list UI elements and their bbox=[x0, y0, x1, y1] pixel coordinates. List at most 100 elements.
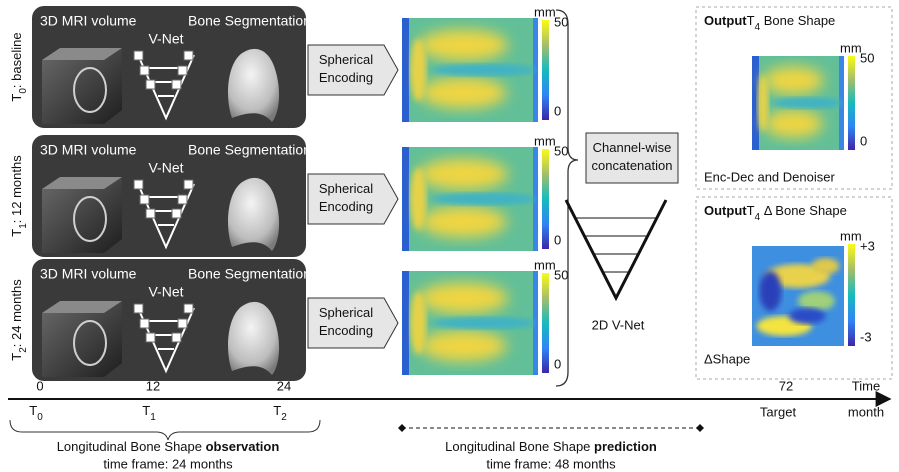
text-part: T bbox=[29, 403, 37, 418]
mri-label: 3D MRI volume bbox=[40, 142, 137, 158]
heatmap-blob bbox=[759, 271, 781, 311]
model-label: 2D V-Net bbox=[592, 317, 645, 332]
mri-label: 3D MRI volume bbox=[40, 266, 137, 282]
output-caption: ΔShape bbox=[704, 351, 750, 366]
text-part: Bone Shape bbox=[760, 13, 835, 28]
vnet-block bbox=[172, 333, 181, 342]
text-part: T bbox=[9, 353, 24, 361]
figure: T0: baseline 3D MRI volume Bone Segmentati… bbox=[0, 0, 899, 472]
vnet-2d bbox=[566, 200, 666, 298]
heatmap-blob bbox=[789, 308, 826, 324]
heatmap-blob bbox=[418, 29, 508, 60]
text-line: Encoding bbox=[319, 70, 373, 85]
heatmap-blob bbox=[420, 77, 507, 108]
colorbar-unit: mm bbox=[840, 228, 862, 243]
colorbar-max: 50 bbox=[554, 143, 568, 158]
text-part: : 12 months bbox=[9, 155, 24, 223]
text-part: T bbox=[9, 94, 24, 102]
colorbar bbox=[542, 149, 549, 249]
heatmap-blob bbox=[420, 206, 507, 237]
diagram: T0: baseline 3D MRI volume Bone Segmentati… bbox=[8, 4, 892, 471]
colorbar bbox=[848, 56, 855, 150]
time-point: Target bbox=[760, 404, 797, 419]
output-caption: Enc-Dec and Denoiser bbox=[704, 169, 835, 184]
heatmap bbox=[402, 147, 538, 251]
text-part: Longitudinal Bone Shape bbox=[445, 439, 594, 454]
text-line: Spherical bbox=[319, 52, 373, 67]
time-point: T2 bbox=[273, 403, 287, 423]
output-title: OutputT4 Bone Shape bbox=[704, 13, 835, 33]
heatmap-blob bbox=[418, 282, 508, 313]
heatmap-blob bbox=[758, 75, 769, 131]
heatmap bbox=[752, 56, 844, 150]
vnet-block bbox=[134, 51, 143, 60]
obs-brace bbox=[10, 420, 320, 440]
vnet-block bbox=[178, 319, 187, 328]
vnet-block bbox=[172, 80, 181, 89]
colorbar-unit: mm bbox=[534, 257, 556, 272]
colorbar-max: +3 bbox=[860, 238, 875, 253]
output-title: OutputT4 Δ Bone Shape bbox=[704, 203, 847, 223]
heatmap-edge bbox=[402, 18, 409, 122]
heatmap bbox=[402, 18, 538, 122]
time-point: T1 bbox=[142, 403, 156, 423]
heatmap-blob bbox=[418, 158, 508, 189]
colorbar-min: 0 bbox=[554, 232, 561, 247]
axis-label: Time bbox=[852, 378, 880, 393]
text-part: observation bbox=[206, 439, 280, 454]
vnet-block bbox=[134, 180, 143, 189]
net-label: V-Net bbox=[148, 31, 183, 47]
text-line: Channel-wise bbox=[593, 140, 672, 155]
heatmap-blob bbox=[410, 292, 426, 354]
heatmap-edge bbox=[402, 271, 409, 375]
time-tick: 0 bbox=[36, 378, 43, 393]
vnet-block bbox=[140, 66, 149, 75]
vnet-block bbox=[178, 66, 187, 75]
time-tick: 12 bbox=[146, 378, 160, 393]
seg-label: Bone Segmentation bbox=[188, 266, 311, 282]
mri-label: 3D MRI volume bbox=[40, 13, 137, 29]
text-part: T bbox=[9, 229, 24, 237]
heatmap bbox=[752, 246, 844, 346]
pred-frame: time frame: 48 months bbox=[486, 456, 616, 471]
colorbar bbox=[848, 244, 855, 346]
seg-label: Bone Segmentation bbox=[188, 13, 311, 29]
text-line: Spherical bbox=[319, 181, 373, 196]
heatmap-edge bbox=[402, 147, 409, 251]
heatmap-band bbox=[432, 317, 535, 329]
vnet-block bbox=[184, 180, 193, 189]
vnet-block bbox=[184, 51, 193, 60]
text-line: Spherical bbox=[319, 305, 373, 320]
heatmap-band bbox=[772, 97, 842, 108]
colorbar-max: 50 bbox=[860, 50, 874, 65]
heatmap-blob bbox=[410, 39, 426, 101]
text-part: T bbox=[142, 403, 150, 418]
text-part: 0 bbox=[37, 412, 43, 423]
vnet-block bbox=[146, 333, 155, 342]
vnet-block bbox=[140, 319, 149, 328]
time-tick: 72 bbox=[779, 378, 793, 393]
text-part: 1 bbox=[150, 412, 156, 423]
heatmap-blob bbox=[763, 66, 824, 94]
time-point: T0 bbox=[29, 403, 43, 423]
text-part: T bbox=[747, 203, 755, 218]
colorbar-unit: mm bbox=[534, 133, 556, 148]
heatmap-blob bbox=[420, 330, 507, 361]
text-part: Output bbox=[704, 13, 747, 28]
vnet-block bbox=[172, 209, 181, 218]
obs-label: Longitudinal Bone Shape observation bbox=[57, 439, 280, 454]
vnet-block bbox=[140, 195, 149, 204]
text-part: 2 bbox=[281, 412, 287, 423]
text-part: Output bbox=[704, 203, 747, 218]
vnet-block bbox=[146, 80, 155, 89]
vnet-block bbox=[178, 195, 187, 204]
obs-frame: time frame: 24 months bbox=[103, 456, 233, 471]
heatmap-blob bbox=[812, 258, 840, 274]
text-part: T bbox=[747, 13, 755, 28]
text-part: T bbox=[273, 403, 281, 418]
heatmap-blob bbox=[410, 168, 426, 230]
colorbar-unit: mm bbox=[840, 40, 862, 55]
colorbar bbox=[542, 273, 549, 373]
row-label: T0: baseline bbox=[9, 32, 29, 101]
vnet-block bbox=[134, 304, 143, 313]
